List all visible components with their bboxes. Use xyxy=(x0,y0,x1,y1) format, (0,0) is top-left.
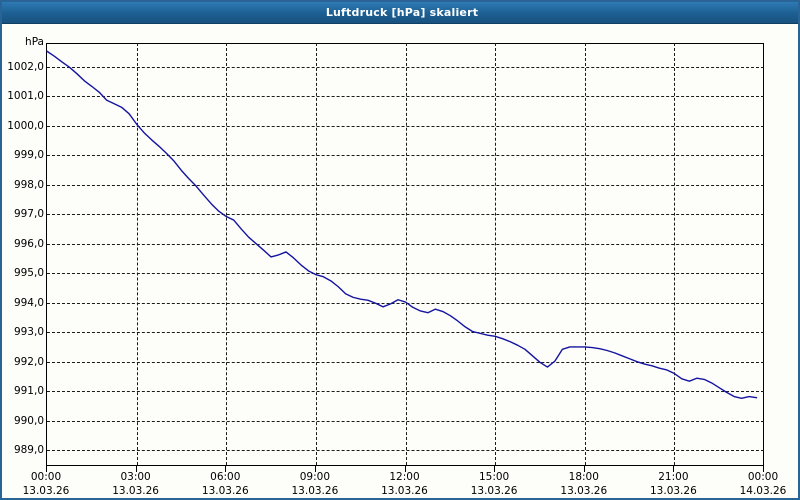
x-axis-tick-date: 13.03.26 xyxy=(291,485,339,497)
y-axis-tick-label: 992,0 xyxy=(13,355,44,368)
gridline-vertical xyxy=(136,43,138,465)
chart-canvas: hPa 1002,0 1001,0 1000,0 999,0 998,0 997,0 996… xyxy=(2,24,798,498)
y-axis-tick-label: 996,0 xyxy=(13,237,44,250)
series-polyline xyxy=(46,50,758,400)
x-axis-tick-label: 09:00 13.03.26 xyxy=(275,470,355,498)
x-axis-tick-mark xyxy=(135,466,137,472)
y-axis-tick-label: 989,0 xyxy=(13,444,44,457)
x-axis-tick-date: 13.03.26 xyxy=(112,485,159,497)
x-axis-tick-time: 21:00 xyxy=(658,471,689,483)
y-axis-tick-label: 1000,0 xyxy=(7,119,44,132)
x-axis-tick-label: 00:00 14.03.26 xyxy=(723,470,798,498)
window-titlebar: Luftdruck [hPa] skaliert xyxy=(2,2,798,24)
y-axis-unit-label: hPa xyxy=(25,36,44,48)
y-axis-tick-label: 991,0 xyxy=(13,385,44,398)
x-axis-tick-time: 06:00 xyxy=(210,471,241,483)
gridline-vertical xyxy=(495,43,497,465)
gridline-vertical xyxy=(315,43,317,465)
x-axis-tick-date: 13.03.26 xyxy=(650,485,697,497)
x-axis-tick-mark xyxy=(763,466,764,472)
plot-right-border xyxy=(763,43,764,465)
x-axis-tick-time: 00:00 xyxy=(747,471,779,483)
y-axis-tick-label: 993,0 xyxy=(13,326,44,339)
x-axis-tick-mark xyxy=(673,466,675,472)
y-axis-tick-label: 1002,0 xyxy=(7,60,44,73)
x-axis-tick-date: 13.03.26 xyxy=(560,485,608,497)
x-axis-tick-label: 12:00 13.03.26 xyxy=(365,470,445,498)
x-axis-tick-mark xyxy=(494,466,496,472)
gridline-vertical xyxy=(584,43,586,465)
x-axis-tick-label: 18:00 13.03.26 xyxy=(544,470,624,498)
x-axis-tick-label: 00:00 13.03.26 xyxy=(6,470,86,498)
y-axis-labels: 1002,0 1001,0 1000,0 999,0 998,0 997,0 996,0 99… xyxy=(2,43,44,465)
y-axis-tick-label: 997,0 xyxy=(13,208,44,221)
y-axis-tick-label: 995,0 xyxy=(13,267,44,280)
gridline-vertical xyxy=(226,43,228,465)
gridline-vertical xyxy=(674,43,676,465)
x-axis-tick-mark xyxy=(583,466,585,472)
x-axis-tick-mark xyxy=(225,466,227,472)
x-axis-tick-mark xyxy=(314,466,316,472)
x-axis-tick-label: 15:00 13.03.26 xyxy=(454,470,534,498)
plot-area xyxy=(46,43,764,466)
x-axis-tick-label: 06:00 13.03.26 xyxy=(185,470,265,498)
x-axis-tick-mark xyxy=(46,466,47,472)
y-axis-tick-label: 1001,0 xyxy=(7,90,44,103)
x-axis-tick-date: 14.03.26 xyxy=(739,485,787,497)
x-axis-tick-time: 18:00 xyxy=(568,471,599,483)
y-axis-tick-label: 990,0 xyxy=(13,414,44,427)
x-axis-tick-date: 13.03.26 xyxy=(22,485,70,497)
x-axis-tick-date: 13.03.26 xyxy=(470,485,518,497)
y-axis-tick-label: 999,0 xyxy=(13,149,44,162)
x-axis-tick-time: 12:00 xyxy=(389,471,420,483)
x-axis-tick-date: 13.03.26 xyxy=(201,485,249,497)
x-axis-tick-mark xyxy=(404,466,406,472)
gridline-vertical xyxy=(405,43,407,465)
x-axis-tick-time: 15:00 xyxy=(478,471,510,483)
x-axis-tick-date: 13.03.26 xyxy=(381,485,428,497)
x-axis-tick-time: 00:00 xyxy=(30,471,62,483)
x-axis-tick-label: 21:00 13.03.26 xyxy=(633,470,713,498)
x-axis-tick-label: 03:00 13.03.26 xyxy=(96,470,176,498)
y-axis-tick-label: 994,0 xyxy=(13,296,44,309)
series-line-luftdruck xyxy=(46,50,758,400)
x-axis-labels: 00:00 13.03.26 03:00 13.03.26 06:00 13.03.26 0… xyxy=(2,470,798,498)
x-axis-tick-time: 03:00 xyxy=(120,471,151,483)
page-title: Luftdruck [hPa] skaliert xyxy=(325,6,479,19)
y-axis-tick-label: 998,0 xyxy=(13,178,44,191)
x-axis-tick-time: 09:00 xyxy=(299,471,331,483)
